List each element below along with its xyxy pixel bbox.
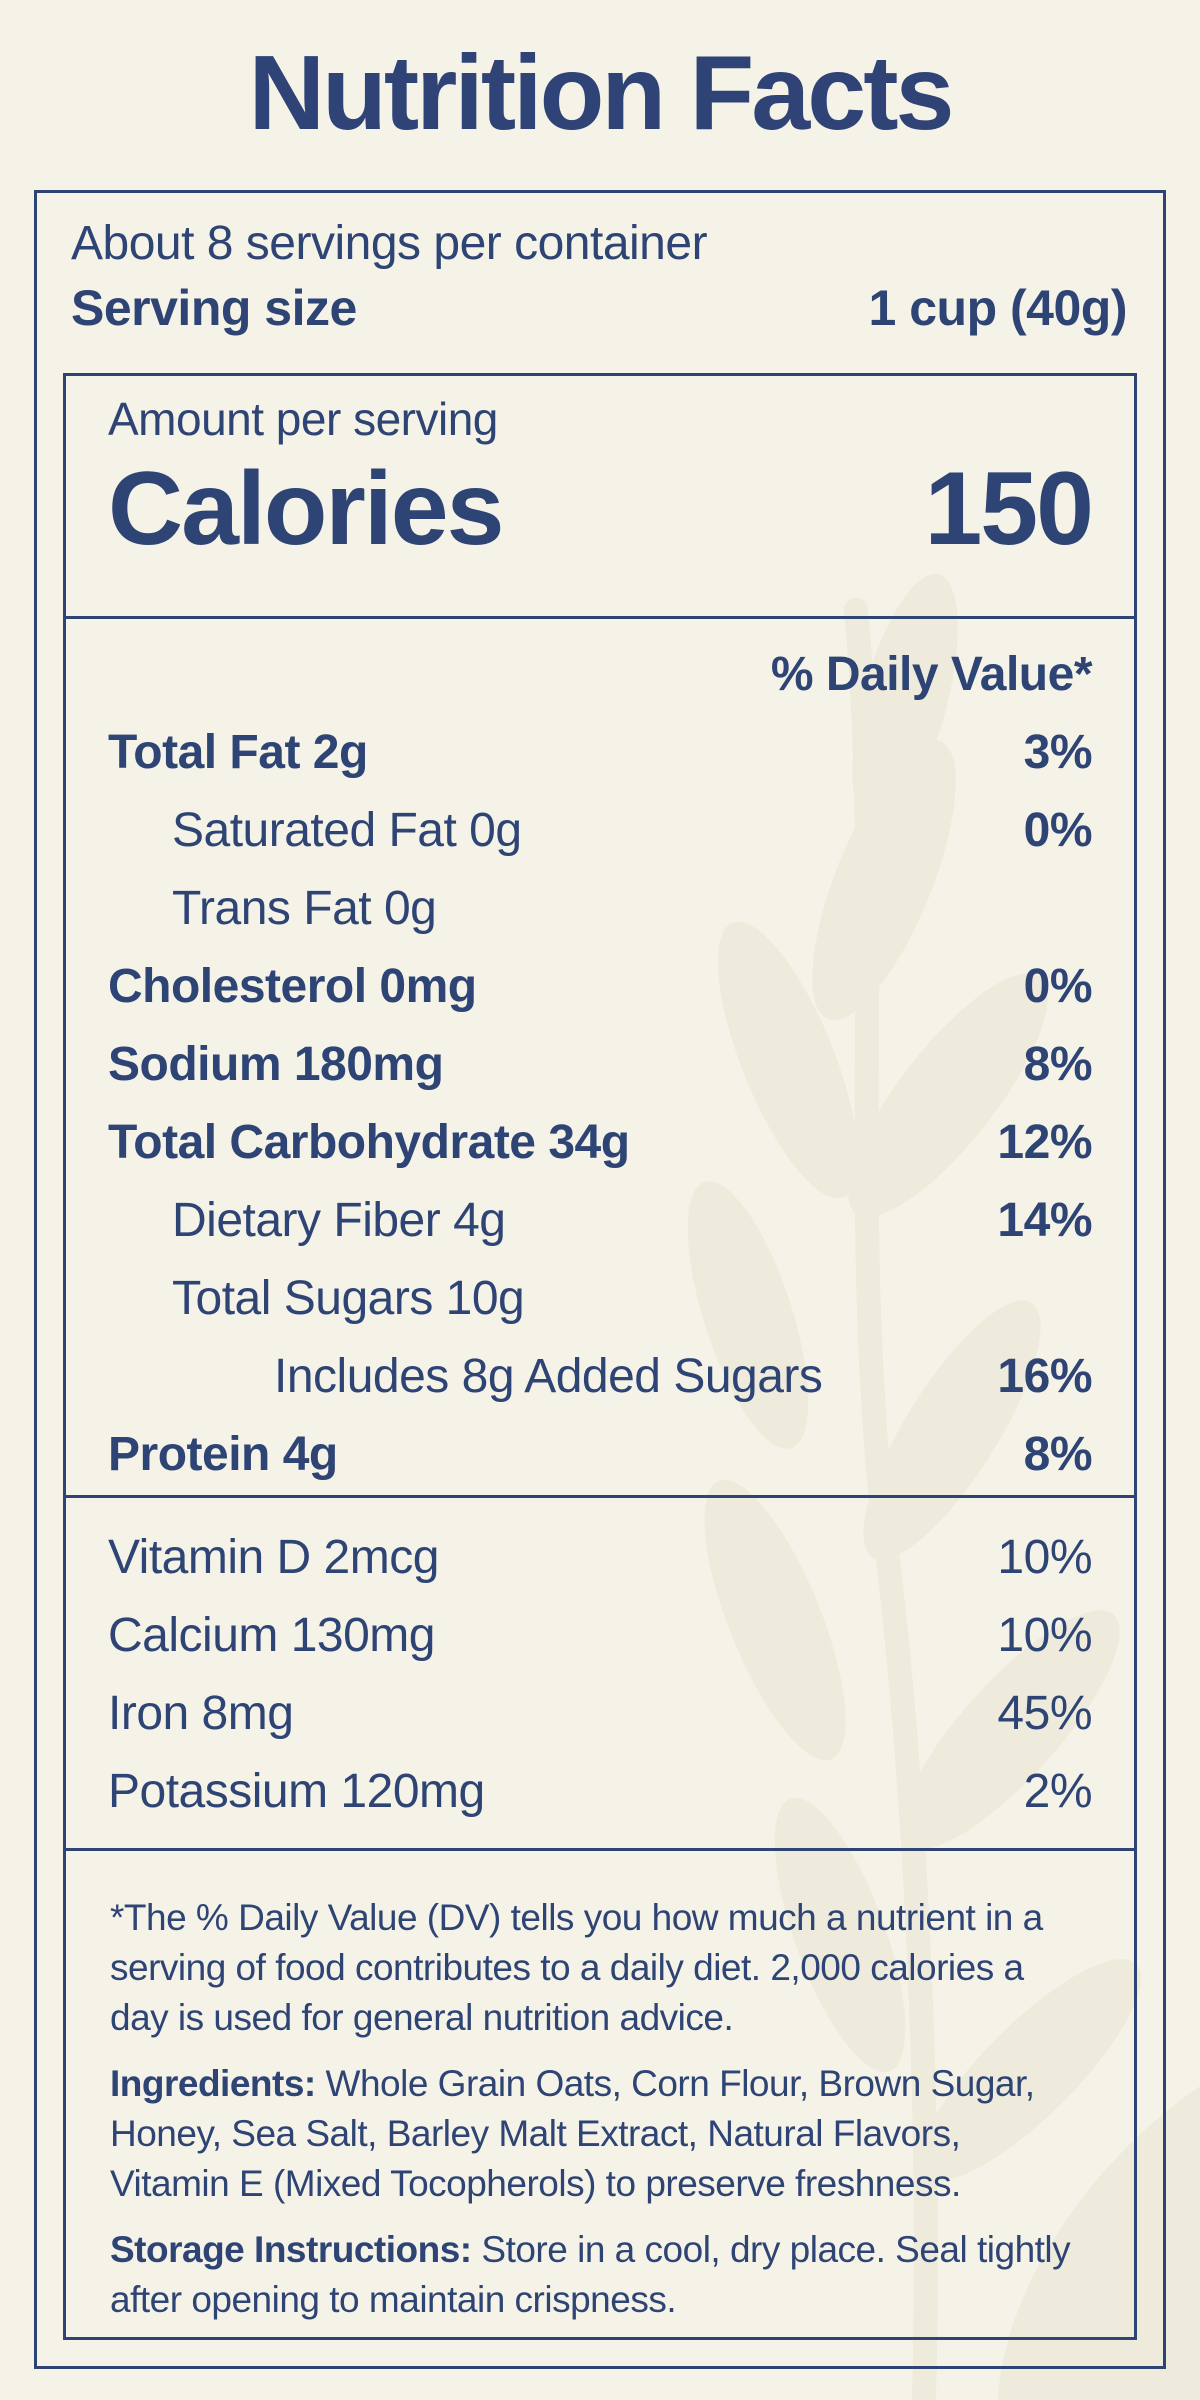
nutrient-daily-value: 3% xyxy=(1023,725,1093,779)
nutrient-row: Calcium 130mg 10% xyxy=(108,1596,1092,1674)
nutrient-daily-value: 45% xyxy=(997,1686,1092,1740)
nutrient-daily-value: 0% xyxy=(1023,803,1093,857)
nutrient-row: Total Sugars 10g xyxy=(108,1259,1092,1337)
nutrient-row: Saturated Fat 0g 0% xyxy=(108,791,1093,869)
daily-value-footnote: *The % Daily Value (DV) tells you how mu… xyxy=(110,1897,1043,2038)
nutrient-daily-value: 14% xyxy=(997,1193,1092,1247)
divider xyxy=(66,1848,1134,1851)
nutrient-row: Potassium 120mg 2% xyxy=(108,1752,1093,1830)
nutrient-daily-value: 10% xyxy=(997,1608,1092,1662)
calories-row: Calories 150 xyxy=(108,450,1094,568)
nutrient-label: Calcium 130mg xyxy=(108,1608,435,1662)
nutrient-daily-value: 0% xyxy=(1023,959,1093,1013)
amount-per-serving-label: Amount per serving xyxy=(108,393,498,445)
nutrient-label: Cholesterol 0mg xyxy=(108,959,477,1013)
calories-value: 150 xyxy=(924,451,1094,567)
serving-section: About 8 servings per container Serving s… xyxy=(37,193,1163,341)
daily-value-header: % Daily Value* xyxy=(770,647,1093,701)
nutrient-row: Trans Fat 0g xyxy=(108,869,1092,947)
nutrient-row: Iron 8mg 45% xyxy=(108,1674,1092,1752)
nutrient-label: Vitamin D 2mcg xyxy=(108,1530,439,1584)
label-outer-box: About 8 servings per container Serving s… xyxy=(34,190,1166,2369)
nutrient-row: Vitamin D 2mcg 10% xyxy=(108,1518,1092,1596)
nutrient-row: Sodium 180mg 8% xyxy=(108,1025,1093,1103)
nutrient-daily-value: 12% xyxy=(997,1115,1092,1169)
calories-label: Calories xyxy=(108,451,504,567)
footnote-section: *The % Daily Value (DV) tells you how mu… xyxy=(66,1851,1134,2337)
ingredients-label: Ingredients: xyxy=(110,2063,316,2104)
nutrient-row: Total Fat 2g 3% xyxy=(108,713,1093,791)
ingredients-text: Whole Grain Oats, Corn Flour, Brown Suga… xyxy=(110,2063,1035,2204)
label-inner-box: Amount per serving Calories 150 % Daily … xyxy=(63,373,1137,2340)
ingredients-paragraph: Ingredients: Whole Grain Oats, Corn Flou… xyxy=(110,2059,1088,2209)
nutrient-label: Total Fat 2g xyxy=(108,725,368,779)
nutrient-row: Protein 4g 8% xyxy=(108,1415,1093,1493)
nutrient-row: Dietary Fiber 4g 14% xyxy=(108,1181,1092,1259)
storage-paragraph: Storage Instructions: Store in a cool, d… xyxy=(110,2225,1088,2325)
calories-section: Amount per serving Calories 150 xyxy=(66,376,1134,616)
nutrient-label: Dietary Fiber 4g xyxy=(172,1193,506,1247)
daily-value-section: % Daily Value* Total Fat 2g 3% Saturated F… xyxy=(66,619,1134,1495)
serving-size-label: Serving size xyxy=(71,280,357,336)
nutrient-daily-value: 8% xyxy=(1023,1037,1093,1091)
nutrient-daily-value: 2% xyxy=(1023,1764,1093,1818)
nutrient-label: Includes 8g Added Sugars xyxy=(274,1349,823,1403)
serving-size-value: 1 cup (40g) xyxy=(868,280,1128,336)
nutrient-label: Protein 4g xyxy=(108,1427,338,1481)
nutrient-row: Total Carbohydrate 34g 12% xyxy=(108,1103,1092,1181)
vitamin-rows: Vitamin D 2mcg 10% Calcium 130mg 10% Iron 8m… xyxy=(66,1498,1134,1848)
nutrient-label: Total Carbohydrate 34g xyxy=(108,1115,630,1169)
divider xyxy=(66,1495,1134,1498)
nutrient-daily-value: 10% xyxy=(997,1530,1092,1584)
storage-label: Storage Instructions: xyxy=(110,2229,472,2270)
nutrient-label: Potassium 120mg xyxy=(108,1764,485,1818)
nutrient-label: Sodium 180mg xyxy=(108,1037,444,1091)
nutrient-label: Iron 8mg xyxy=(108,1686,294,1740)
nutrient-row: Cholesterol 0mg 0% xyxy=(108,947,1093,1025)
nutrient-label: Total Sugars 10g xyxy=(172,1271,525,1325)
nutrient-rows: Total Fat 2g 3% Saturated Fat 0g 0% Trans Fa… xyxy=(108,713,1093,1493)
nutrient-row: Includes 8g Added Sugars 16% xyxy=(108,1337,1092,1415)
nutrient-daily-value: 16% xyxy=(997,1349,1092,1403)
storage-text: Store in a cool, dry place. Seal tightly… xyxy=(110,2229,1071,2320)
divider xyxy=(66,616,1134,619)
servings-per-container: About 8 servings per container xyxy=(71,217,708,270)
daily-value-header-row: % Daily Value* xyxy=(108,635,1093,713)
nutrient-label: Trans Fat 0g xyxy=(172,881,437,935)
serving-size-row: Serving size 1 cup (40g) xyxy=(71,275,1128,341)
nutrient-daily-value: 8% xyxy=(1023,1427,1093,1481)
page-title: Nutrition Facts xyxy=(248,34,955,152)
nutrient-label: Saturated Fat 0g xyxy=(172,803,522,857)
